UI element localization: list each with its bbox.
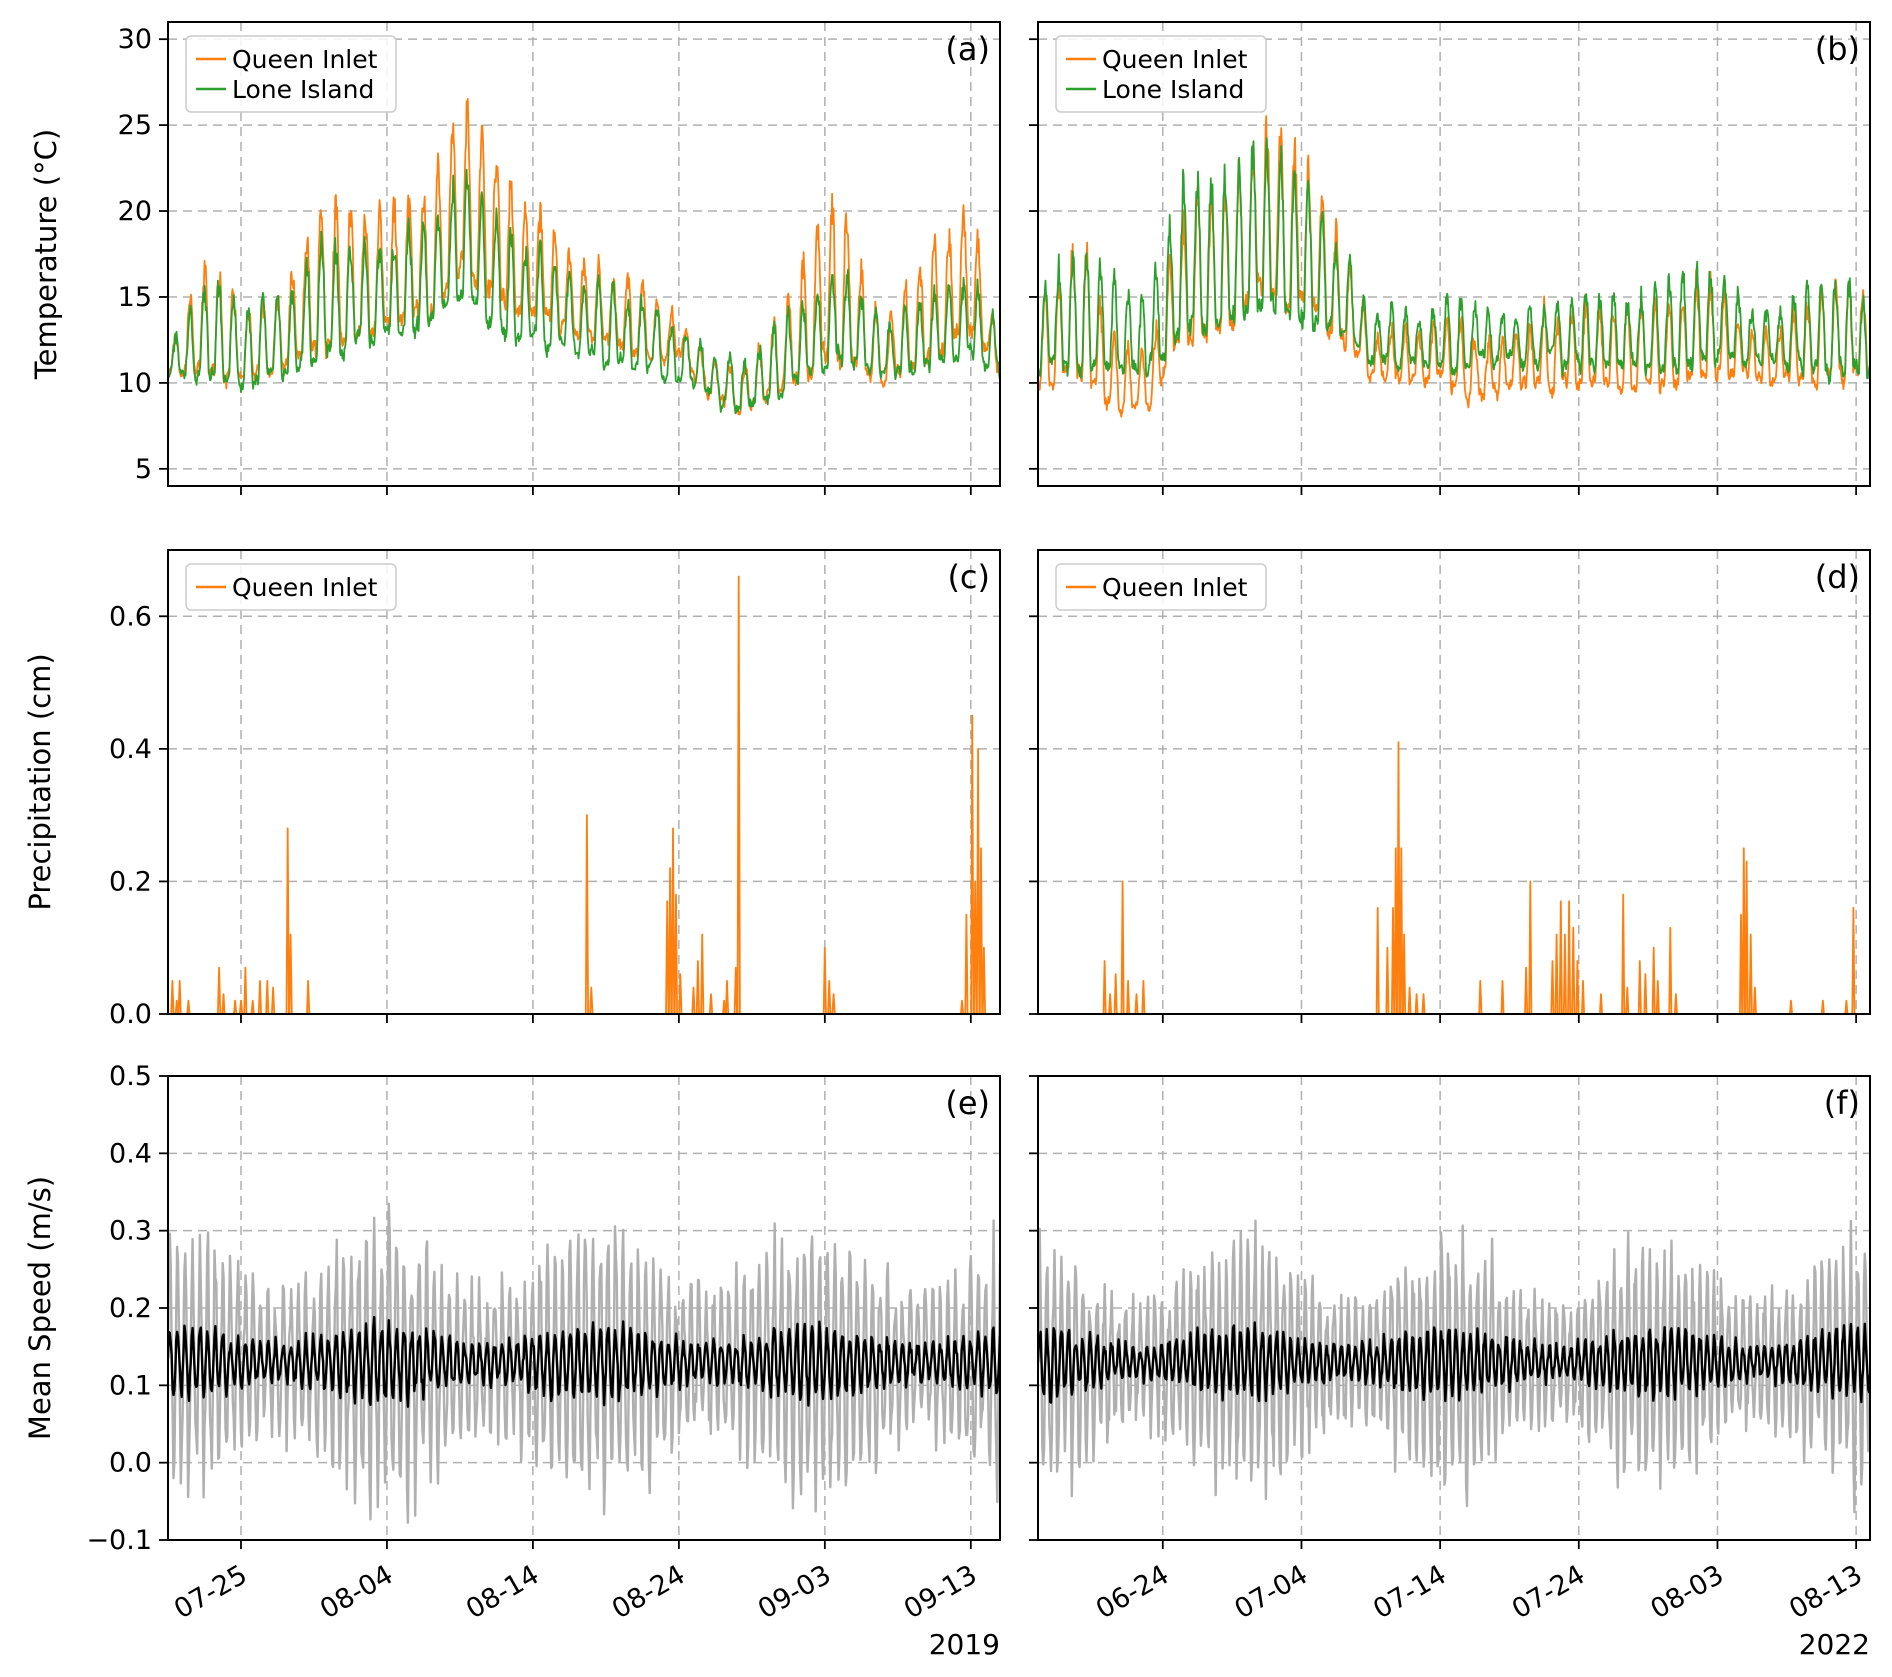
y-tick-label: 15 (118, 282, 152, 313)
legend-label: Queen Inlet (232, 45, 378, 74)
y-tick-label: 5 (135, 454, 152, 485)
axes-frame (1037, 21, 1871, 487)
y-tick-label: 25 (118, 110, 152, 141)
panel-label: (c) (947, 558, 990, 596)
plot-area (1038, 115, 1870, 418)
legend-label: Queen Inlet (1102, 573, 1248, 602)
series-line-queen-inlet (168, 98, 1000, 416)
y-tick-label: 0.2 (109, 1293, 152, 1324)
panel-e: −0.1 0.0 0.1 0.2 0.3 0.4 0.5 07-25 08-04 08-14 08-… (23, 1061, 1001, 1661)
plot-area (168, 1202, 1000, 1524)
legend-label: Lone Island (232, 75, 374, 104)
year-label: 2022 (1799, 1628, 1870, 1661)
legend-box (1055, 563, 1267, 611)
y-tick-label: 0.3 (109, 1216, 152, 1247)
series-line-lone-island (1038, 137, 1870, 385)
y-tick-label: 0.4 (109, 1138, 152, 1169)
axes-frame (167, 549, 1001, 1015)
legend-label: Lone Island (1102, 75, 1244, 104)
series-line-queen-inlet (1038, 741, 1870, 1014)
y-axis-label: Temperature (°C) (29, 129, 63, 380)
x-tick-label: 08-13 (1784, 1559, 1867, 1625)
year-label: 2019 (929, 1628, 1000, 1661)
y-tick-label: 0.6 (109, 601, 152, 632)
y-tick-label: −0.1 (86, 1525, 152, 1556)
x-tick-label: 07-24 (1507, 1559, 1590, 1625)
panel-label: (a) (945, 30, 990, 68)
x-tick-label: 08-04 (315, 1559, 398, 1625)
series-line-series-1 (1038, 1321, 1870, 1404)
panel-label: (d) (1815, 558, 1860, 596)
y-tick-label: 10 (118, 368, 152, 399)
panel-label: (e) (945, 1084, 990, 1122)
y-tick-label: 0.4 (109, 734, 152, 765)
y-axis-label: Precipitation (cm) (23, 653, 57, 910)
y-axis-label: Mean Speed (m/s) (23, 1176, 57, 1440)
panel-label: (b) (1815, 30, 1860, 68)
x-tick-label: 08-03 (1646, 1559, 1729, 1625)
plot-area (1038, 741, 1870, 1014)
series-line-queen-inlet (168, 575, 1000, 1014)
y-tick-label: 0.2 (109, 866, 152, 897)
plot-area (1038, 1219, 1870, 1514)
plot-area (168, 98, 1000, 416)
panel-c: 0.0 0.2 0.4 0.6 Precipitation (cm) (c) Queen I… (23, 549, 1001, 1030)
y-tick-label: 20 (118, 196, 152, 227)
x-tick-label: 09-13 (899, 1559, 982, 1625)
x-tick-label: 09-03 (753, 1559, 836, 1625)
panel-d: (d) Queen Inlet (1029, 549, 1871, 1023)
x-tick-label: 07-04 (1230, 1559, 1313, 1625)
y-tick-label: 0.0 (109, 999, 152, 1030)
x-tick-label: 08-14 (461, 1559, 544, 1625)
plot-area (168, 575, 1000, 1014)
legend-label: Queen Inlet (232, 573, 378, 602)
y-tick-label: 0.5 (109, 1061, 152, 1092)
series-line-queen-inlet (1038, 115, 1870, 418)
legend-box (185, 35, 397, 113)
legend-label: Queen Inlet (1102, 45, 1248, 74)
legend-box (185, 563, 397, 611)
x-tick-label: 07-25 (169, 1559, 252, 1625)
panel-label: (f) (1824, 1084, 1860, 1122)
y-tick-label: 0.0 (109, 1448, 152, 1479)
axes-frame (167, 21, 1001, 487)
legend-box (1055, 35, 1267, 113)
series-line-series-1 (168, 1315, 1000, 1408)
series-line-series-0 (168, 1202, 1000, 1524)
series-line-lone-island (168, 168, 1000, 415)
x-tick-label: 08-24 (607, 1559, 690, 1625)
y-tick-label: 30 (118, 24, 152, 55)
x-tick-label: 06-24 (1091, 1559, 1174, 1625)
panel-a: 5 10 15 20 25 30 Temperature (°C) (a) Queen Inle… (29, 21, 1001, 495)
axes-frame (1037, 549, 1871, 1015)
x-tick-label: 07-14 (1368, 1559, 1451, 1625)
y-tick-label: 0.1 (109, 1370, 152, 1401)
